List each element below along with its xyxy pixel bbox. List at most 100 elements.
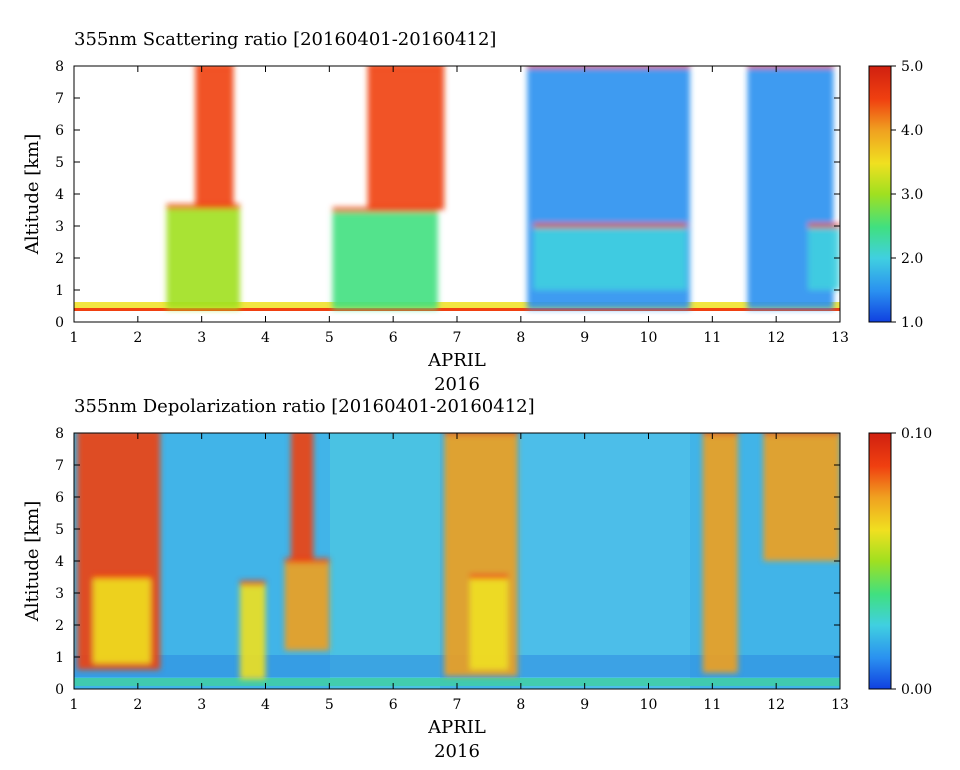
scattering-x-label-year: 2016 [434,374,480,395]
scattering-y-tick-label: 4 [55,187,64,203]
scattering-x-tick-label: 4 [261,330,270,346]
scattering-x-tick-label: 13 [831,330,849,346]
scattering-colorbar-tick-label: 5.0 [901,59,923,75]
depolarization-cloud-region [469,577,509,670]
depolarization-cloud-region [702,433,738,673]
scattering-x-tick-label: 7 [453,330,462,346]
depolarization-x-tick-label: 2 [133,697,142,713]
depolarization-x-tick-label: 3 [197,697,206,713]
depolarization-cloud-edge [239,580,266,586]
depolarization-x-tick-label: 9 [580,697,589,713]
depolarization-y-tick-label: 0 [55,682,64,698]
scattering-x-tick-label: 6 [389,330,398,346]
scattering-cloud-region [195,66,234,207]
scattering-y-label: Altitude [km] [22,134,43,256]
scattering-y-tick-label: 7 [55,91,64,107]
scattering-cloud-edge [533,223,687,228]
depolarization-cloud-region [284,561,330,651]
depolarization-x-label: APRIL [427,717,486,738]
scattering-panel: 355nm Scattering ratio [20160401-2016041… [22,29,923,395]
depolarization-title: 355nm Depolarization ratio [20160401-201… [74,396,535,417]
scattering-x-ticks: 1 2 3 4 5 6 7 8 9 10 11 12 13 [70,66,849,346]
depolarization-cloud-region [763,433,840,561]
depolarization-colorbar-gradient [868,432,892,690]
scattering-cloud-region [533,226,687,290]
depolarization-surface-layer [74,678,840,686]
scattering-cloud-edge [747,66,834,68]
depolarization-cloud-region [291,433,314,561]
depolarization-colorbar-tick-label: 0.00 [901,682,932,698]
depolarization-x-tick-label: 6 [389,697,398,713]
scattering-x-tick-label: 10 [640,330,658,346]
scattering-x-tick-label: 5 [325,330,334,346]
depolarization-y-tick-label: 4 [55,554,64,570]
scattering-y-tick-label: 1 [55,283,64,299]
depolarization-y-tick-label: 5 [55,522,64,538]
scattering-colorbar-tick-label: 3.0 [901,187,923,203]
depolarization-x-tick-label: 13 [831,697,849,713]
depolarization-heatmap [74,433,840,689]
depolarization-cloud-edge [763,433,840,435]
scattering-cloud-edge [367,66,445,68]
scattering-colorbar-tick-label: 2.0 [901,251,923,267]
depolarization-x-tick-label: 4 [261,697,270,713]
scattering-colorbar-tick-label: 1.0 [901,315,923,331]
depolarization-x-tick-label: 5 [325,697,334,713]
scattering-heatmap [74,66,840,311]
scattering-y-tick-label: 0 [55,315,64,331]
depolarization-cloud-edge [702,433,738,435]
scattering-colorbar-tick-label: 4.0 [901,123,923,139]
scattering-y-tick-label: 2 [55,251,64,267]
depolarization-y-tick-label: 3 [55,586,64,602]
depolarization-y-tick-label: 1 [55,650,64,666]
depolarization-x-tick-label: 8 [516,697,525,713]
depolarization-x-tick-label: 12 [767,697,785,713]
scattering-x-tick-label: 9 [580,330,589,346]
depolarization-y-tick-label: 8 [55,426,64,442]
depolarization-x-tick-label: 10 [640,697,658,713]
scattering-colorbar-gradient [868,65,892,323]
scattering-x-tick-label: 8 [516,330,525,346]
depolarization-x-tick-label: 1 [70,697,79,713]
depolarization-x-label-year: 2016 [434,741,480,762]
scattering-cloud-region [367,66,445,210]
depolarization-colorbar-tick-label: 0.10 [901,426,932,442]
scattering-x-tick-label: 12 [767,330,785,346]
depolarization-panel: 355nm Depolarization ratio [20160401-201… [22,396,932,762]
depolarization-cloud-region [93,577,151,664]
depolarization-cloud-edge [469,574,509,579]
depolarization-x-tick-label: 7 [453,697,462,713]
scattering-colorbar: 1.0 2.0 3.0 4.0 5.0 [868,59,923,331]
depolarization-x-tick-label: 11 [703,697,721,713]
depolarization-y-ticks: 0 1 2 3 4 5 6 7 8 [55,426,840,698]
depolarization-y-label: Altitude [km] [22,501,43,623]
depolarization-y-tick-label: 7 [55,458,64,474]
depolarization-colorbar: 0.00 0.10 [868,426,932,698]
scattering-cloud-region [332,210,438,310]
scattering-y-tick-label: 5 [55,155,64,171]
depolarization-cloud-edge [291,433,314,435]
scattering-plot-area [73,65,841,323]
depolarization-cloud-edge [444,433,518,435]
scattering-x-tick-label: 2 [133,330,142,346]
scattering-y-tick-label: 6 [55,123,64,139]
depolarization-y-tick-label: 6 [55,490,64,506]
scattering-cloud-edge [808,223,840,228]
depolarization-cloud-edge [77,433,161,435]
scattering-x-tick-label: 1 [70,330,79,346]
depolarization-cloud-region [239,583,266,680]
scattering-cloud-edge [195,66,234,68]
depolarization-y-tick-label: 2 [55,618,64,634]
scattering-cloud-edge [527,66,690,68]
scattering-y-tick-label: 3 [55,219,64,235]
scattering-boundary-layer [74,302,840,310]
scattering-x-tick-label: 3 [197,330,206,346]
scattering-y-ticks: 0 1 2 3 4 5 6 7 8 [55,59,840,331]
depolarization-x-ticks: 1 2 3 4 5 6 7 8 9 10 11 12 13 [70,433,849,713]
scattering-title: 355nm Scattering ratio [20160401-2016041… [74,29,496,50]
scattering-cloud-region [166,206,240,310]
depolarization-plot-area [73,432,841,690]
scattering-x-tick-label: 11 [703,330,721,346]
depolarization-cloud-edge [93,574,151,579]
